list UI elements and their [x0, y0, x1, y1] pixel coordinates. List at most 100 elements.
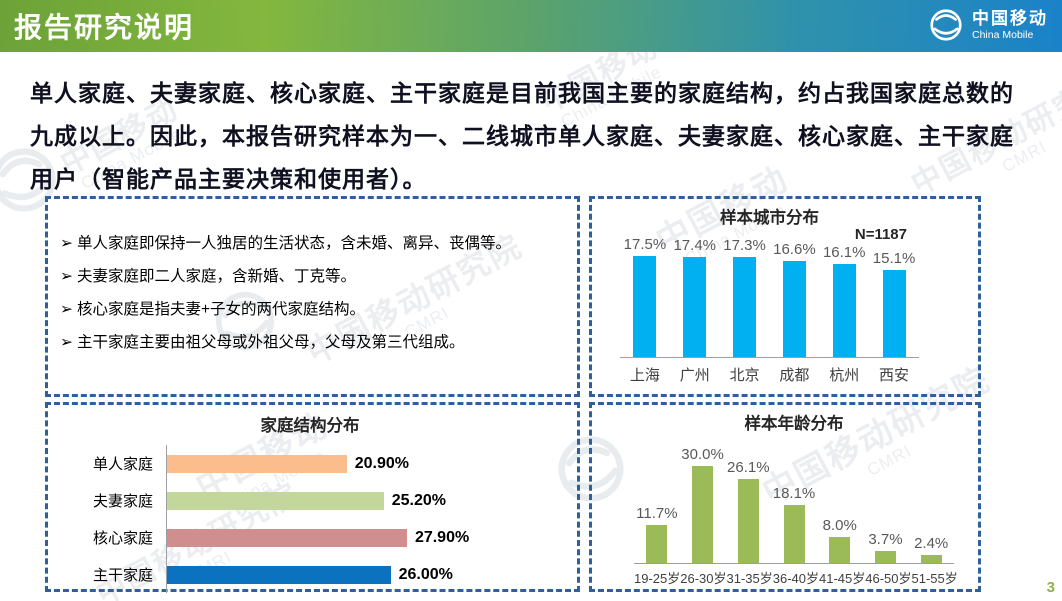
family-chart-panel: 家庭结构分布 单人家庭 20.90% 夫妻家庭 25.20% 核心家庭 27.90% 主干家… — [45, 402, 580, 593]
city-chart-panel: 样本城市分布 N=1187 17.5% 17.4% 17.3% 16.6% 16.1% 1… — [589, 196, 981, 397]
family-row: 主干家庭 26.00% — [62, 556, 567, 593]
bar-category-label: 广州 — [679, 367, 710, 384]
bar — [920, 555, 942, 563]
age-chart: 11.7% 30.0% 26.1% 18.1% 8.0% 3.7% 2.4% 19-25岁 2… — [592, 405, 978, 589]
bar-category-label: 51-55岁 — [911, 571, 958, 586]
age-chart-plot: 11.7% 30.0% 26.1% 18.1% 8.0% 3.7% 2.4% — [634, 405, 954, 564]
bar-category-label: 杭州 — [829, 367, 860, 384]
family-category-label: 单人家庭 — [92, 456, 153, 473]
family-row: 夫妻家庭 25.20% — [62, 482, 567, 519]
family-bar-zone: 27.90% — [166, 519, 567, 556]
bar — [733, 257, 757, 357]
family-value-label: 20.90% — [354, 454, 409, 472]
city-chart-axis-labels: 上海 广州 北京 成都 杭州 西安 — [620, 364, 919, 385]
bar — [167, 528, 407, 547]
family-value-label: 27.90% — [414, 528, 470, 546]
arrow-bullet-icon: ➢ — [60, 334, 73, 351]
bar-column: 17.5% — [620, 236, 670, 357]
bar-category-label: 41-45岁 — [819, 571, 866, 586]
family-value-label: 26.00% — [398, 565, 453, 583]
family-chart: 单人家庭 20.90% 夫妻家庭 25.20% 核心家庭 27.90% 主干家庭 26.00% — [62, 445, 567, 593]
bar-column: 3.7% — [863, 531, 909, 563]
bar-value-label: 26.1% — [727, 458, 770, 476]
bar — [167, 454, 347, 473]
bar — [646, 525, 668, 563]
bar-category-label: 上海 — [629, 367, 660, 384]
bar-column: 8.0% — [817, 517, 863, 563]
intro-paragraph: 单人家庭、夫妻家庭、核心家庭、主干家庭是目前我国主要的家庭结构，约占我国家庭总数… — [30, 80, 1014, 192]
bar — [782, 261, 806, 357]
sample-size-note: N=1187 — [854, 226, 907, 243]
definition-text: 核心家庭是指夫妻+子女的两代家庭结构。 — [77, 301, 366, 318]
bar-category-label: 成都 — [779, 367, 810, 384]
definitions-panel: ➢ 单人家庭即保持一人独居的生活状态，含未婚、离异、丧偶等。 ➢ 夫妻家庭即二人家庭，… — [45, 196, 580, 397]
family-category-label: 主干家庭 — [92, 567, 153, 584]
bar — [692, 466, 714, 563]
china-mobile-swirl-icon — [930, 9, 962, 41]
bar — [783, 504, 805, 563]
family-bar-zone: 20.90% — [166, 445, 567, 482]
arrow-bullet-icon: ➢ — [60, 235, 73, 252]
bar-column: 17.3% — [720, 237, 770, 357]
bar-value-label: 18.1% — [772, 484, 816, 502]
arrow-bullet-icon: ➢ — [60, 268, 73, 285]
bar-value-label: 17.4% — [673, 236, 717, 254]
bar — [829, 537, 851, 563]
bar-value-label: 2.4% — [914, 535, 949, 553]
bar-category-label: 北京 — [729, 367, 760, 384]
bar — [882, 269, 906, 357]
definition-item: ➢ 主干家庭主要由祖父母或外祖父母，父母及第三代组成。 — [60, 326, 569, 359]
family-category-label: 夫妻家庭 — [92, 493, 153, 510]
city-chart-plot: 17.5% 17.4% 17.3% 16.6% 16.1% 15.1% — [620, 199, 919, 358]
definition-text: 单人家庭即保持一人独居的生活状态，含未婚、离异、丧偶等。 — [77, 235, 512, 252]
bar — [832, 264, 856, 357]
definition-text: 主干家庭主要由祖父母或外祖父母，父母及第三代组成。 — [77, 334, 465, 351]
age-chart-axis-labels: 19-25岁 26-30岁 31-35岁 36-40岁 41-45岁 46-50岁 51-5… — [634, 568, 958, 587]
bar-value-label: 15.1% — [872, 249, 916, 267]
family-chart-title: 家庭结构分布 — [260, 417, 360, 435]
bar-column: 17.4% — [670, 237, 720, 357]
family-bar-zone: 25.20% — [166, 482, 567, 519]
logo-text-cn: 中国移动 — [972, 9, 1048, 29]
bar-value-label: 8.0% — [822, 517, 857, 535]
header: 报告研究说明 — [0, 0, 1062, 52]
bar — [874, 551, 896, 563]
bar-value-label: 16.1% — [822, 244, 866, 262]
bar — [167, 565, 391, 584]
age-chart-title: 样本年龄分布 — [744, 415, 844, 433]
bar-column: 11.7% — [634, 505, 680, 563]
definitions-list: ➢ 单人家庭即保持一人独居的生活状态，含未婚、离异、丧偶等。 ➢ 夫妻家庭即二人家庭，… — [48, 199, 577, 359]
bar — [683, 256, 707, 357]
bar-column: 16.6% — [769, 241, 819, 357]
definition-item: ➢ 核心家庭是指夫妻+子女的两代家庭结构。 — [60, 293, 569, 326]
logo-text-en: China Mobile — [972, 28, 1034, 41]
bar-value-label: 17.3% — [723, 237, 766, 255]
bar-value-label: 11.7% — [636, 505, 678, 523]
family-row: 核心家庭 27.90% — [62, 519, 567, 556]
age-chart-panel: 样本年龄分布 11.7% 30.0% 26.1% 18.1% 8.0% 3.7% 2.4% … — [589, 402, 981, 592]
definition-item: ➢ 夫妻家庭即二人家庭，含新婚、丁克等。 — [60, 260, 569, 293]
definition-item: ➢ 单人家庭即保持一人独居的生活状态，含未婚、离异、丧偶等。 — [60, 227, 569, 260]
bar-category-label: 46-50岁 — [865, 571, 912, 586]
family-row: 单人家庭 20.90% — [62, 445, 567, 482]
bar-category-label: 19-25岁 — [634, 571, 681, 586]
family-category-label: 核心家庭 — [92, 530, 153, 547]
bar-category-label: 26-30岁 — [680, 571, 727, 586]
bar-category-label: 西安 — [879, 367, 910, 384]
family-value-label: 25.20% — [391, 491, 446, 509]
bar-column: 26.1% — [725, 459, 771, 563]
bar-value-label: 3.7% — [868, 531, 903, 549]
logo-text-block: 中国移动 China Mobile — [972, 9, 1048, 41]
bar-value-label: 30.0% — [681, 446, 724, 464]
arrow-bullet-icon: ➢ — [60, 301, 73, 318]
china-mobile-logo: 中国移动 China Mobile — [927, 6, 1048, 44]
bar-value-label: 17.5% — [623, 236, 667, 254]
bar — [633, 256, 657, 357]
bar-column: 15.1% — [869, 250, 919, 357]
bar-column: 2.4% — [908, 535, 954, 563]
bar-column: 16.1% — [819, 244, 869, 357]
bar-column: 30.0% — [680, 446, 726, 563]
definition-text: 夫妻家庭即二人家庭，含新婚、丁克等。 — [77, 268, 357, 285]
bar-category-label: 36-40岁 — [772, 571, 819, 586]
